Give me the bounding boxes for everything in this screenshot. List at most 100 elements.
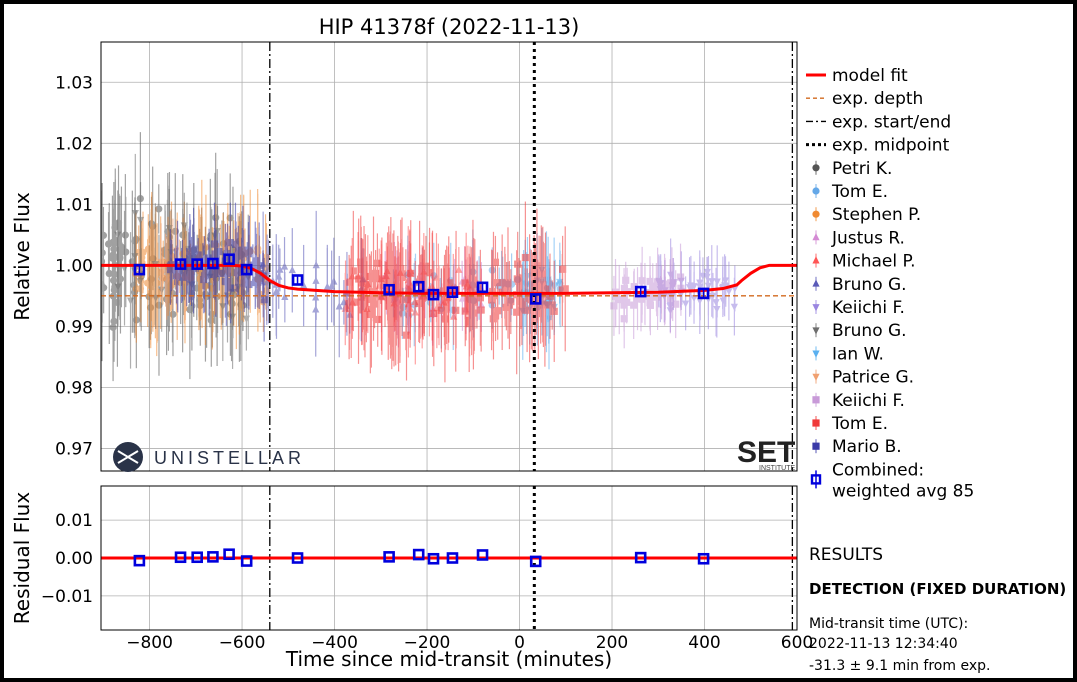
x-tick-label: 200 (596, 633, 628, 653)
data-point (367, 305, 375, 314)
data-point (425, 269, 434, 277)
data-point (461, 307, 469, 315)
legend-combined-marker (810, 474, 822, 485)
data-point (713, 278, 721, 286)
data-point (114, 231, 122, 239)
residual-point (291, 552, 304, 564)
data-point (361, 281, 370, 289)
data-point (365, 272, 374, 281)
residual-point (207, 551, 219, 563)
data-point (362, 295, 370, 304)
data-point (345, 304, 354, 313)
data-point (437, 306, 446, 314)
legend-marker (812, 419, 820, 427)
data-point (494, 307, 502, 315)
data-point (416, 275, 425, 283)
legend-observer-label: Tom E. (831, 414, 888, 434)
data-point (178, 258, 187, 266)
data-point (550, 307, 558, 315)
data-point (226, 239, 234, 247)
data-point (174, 267, 182, 275)
legend-observer-label: Keiichi F. (832, 391, 905, 411)
data-point (402, 331, 411, 339)
data-point (422, 262, 430, 270)
data-point (551, 282, 559, 290)
data-point (615, 295, 623, 304)
data-point (374, 315, 382, 324)
data-point (539, 284, 547, 293)
data-point (476, 294, 484, 302)
data-point (487, 296, 496, 304)
legend-marker (812, 442, 820, 450)
data-point (178, 271, 186, 280)
combined-point (191, 258, 203, 270)
data-point (180, 222, 188, 230)
data-point (622, 276, 630, 284)
combined-points (133, 253, 710, 305)
legend-marker (812, 327, 820, 335)
data-point (281, 292, 289, 301)
model-fit-line (101, 263, 797, 295)
data-point (441, 315, 449, 323)
data-point (477, 306, 485, 314)
data-point (136, 216, 145, 225)
legend-marker (812, 164, 820, 172)
data-point (465, 296, 474, 305)
data-point (155, 205, 163, 213)
combined-point (174, 258, 187, 270)
data-point (186, 250, 195, 258)
data-point (205, 268, 213, 276)
y-axis-label: Relative Flux (10, 192, 34, 321)
y-tick-label: 0.98 (55, 378, 93, 398)
residual-points (133, 548, 710, 568)
data-point (415, 299, 423, 308)
data-point (372, 269, 380, 278)
data-point (620, 284, 629, 293)
y-tick-label: 1.03 (55, 73, 93, 93)
data-point (183, 267, 191, 275)
data-point (501, 279, 509, 287)
legend-observer-label: Bruno G. (832, 321, 907, 341)
data-point (548, 301, 556, 309)
combined-point (446, 286, 459, 298)
data-point (169, 310, 177, 318)
data-point (523, 306, 531, 314)
legend-observer-label: Bruno G. (832, 275, 907, 295)
combined-point (412, 280, 425, 293)
x-tick-label: 600 (781, 633, 813, 653)
data-point (349, 267, 357, 275)
legend-start-end-label: exp. start/end (832, 112, 951, 132)
residual-point (697, 552, 710, 565)
data-point (200, 275, 208, 284)
data-point (252, 257, 261, 265)
data-point (152, 294, 160, 303)
legend-marker (812, 279, 820, 287)
legend-observer-label: Patrice G. (832, 368, 914, 388)
data-point (238, 246, 246, 254)
y-tick-label: 1.01 (55, 195, 93, 215)
data-point (104, 240, 113, 248)
legend: model fit exp. depth exp. start/end exp. mi… (806, 66, 974, 501)
data-point (114, 283, 122, 291)
data-point (223, 255, 231, 264)
data-point (445, 279, 453, 287)
data-point (272, 287, 281, 295)
data-point (242, 315, 250, 323)
observer-series (259, 210, 367, 358)
data-point (682, 300, 690, 308)
legend-observer-label: Stephen P. (832, 205, 921, 225)
data-point (442, 296, 450, 304)
data-point (411, 308, 419, 316)
residual-point (446, 552, 459, 564)
data-point (276, 265, 284, 273)
data-point (534, 286, 542, 294)
data-point (516, 306, 524, 314)
residual-point (223, 548, 235, 561)
data-point (672, 300, 680, 308)
x-tick-label: −200 (404, 633, 451, 653)
combined-point (427, 288, 440, 301)
residual-point (412, 548, 425, 561)
data-point (535, 269, 543, 277)
